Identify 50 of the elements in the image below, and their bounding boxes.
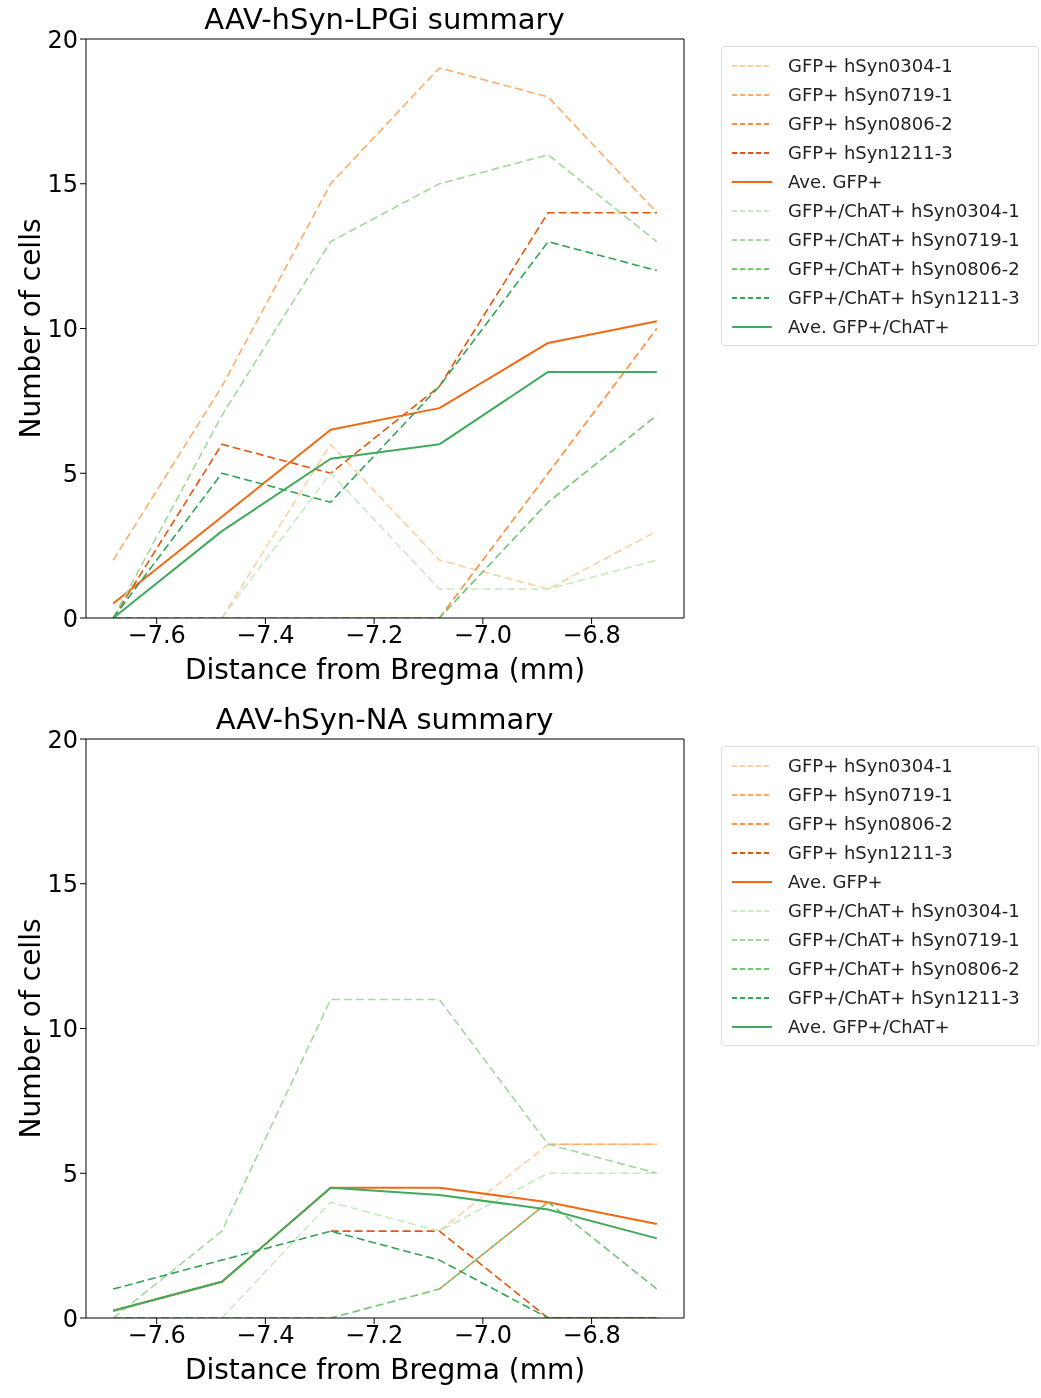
y-tick-label: 10 bbox=[47, 315, 78, 344]
legend-label: GFP+ hSyn0806-2 bbox=[788, 113, 953, 134]
legend-label: GFP+/ChAT+ hSyn0304-1 bbox=[788, 200, 1020, 221]
x-tick-label: −7.0 bbox=[453, 621, 512, 650]
y-tick-label: 5 bbox=[62, 459, 78, 488]
x-tick-label: −7.4 bbox=[236, 621, 295, 650]
legend-label: GFP+ hSyn1211-3 bbox=[788, 142, 953, 163]
legend-label: GFP+/ChAT+ hSyn0304-1 bbox=[788, 900, 1020, 921]
chart-title: AAV-hSyn-LPGi summary bbox=[203, 2, 566, 36]
x-axis-title: Distance from Bregma (mm) bbox=[184, 1353, 586, 1386]
x-tick-label: −6.8 bbox=[562, 1321, 621, 1350]
y-tick-label: 10 bbox=[47, 1015, 78, 1044]
legend-label: Ave. GFP+/ChAT+ bbox=[788, 316, 950, 337]
x-tick-label: −7.6 bbox=[127, 621, 186, 650]
legend-label: Ave. GFP+/ChAT+ bbox=[788, 1016, 950, 1037]
y-tick-label: 20 bbox=[47, 725, 78, 754]
legend-label: GFP+ hSyn0806-2 bbox=[788, 813, 953, 834]
legend-label: GFP+/ChAT+ hSyn1211-3 bbox=[788, 987, 1020, 1008]
y-tick-label: 20 bbox=[47, 25, 78, 54]
legend-label: GFP+ hSyn0719-1 bbox=[788, 84, 953, 105]
legend-label: GFP+/ChAT+ hSyn0719-1 bbox=[788, 229, 1020, 250]
legend-label: GFP+ hSyn0304-1 bbox=[788, 755, 953, 776]
legend-label: Ave. GFP+ bbox=[788, 871, 883, 892]
line-series bbox=[112, 370, 658, 618]
x-axis-title: Distance from Bregma (mm) bbox=[184, 653, 586, 686]
line-series bbox=[112, 320, 658, 605]
legend-label: GFP+/ChAT+ hSyn1211-3 bbox=[788, 287, 1020, 308]
y-tick-label: 15 bbox=[47, 170, 78, 199]
y-tick-label: 15 bbox=[47, 870, 78, 899]
x-tick-label: −7.2 bbox=[344, 621, 404, 650]
legend-label: Ave. GFP+ bbox=[788, 171, 883, 192]
y-tick-label: 0 bbox=[62, 604, 78, 633]
line-series bbox=[112, 67, 658, 561]
legend-label: GFP+ hSyn1211-3 bbox=[788, 842, 953, 863]
legend-label: GFP+/ChAT+ hSyn0719-1 bbox=[788, 929, 1020, 950]
x-tick-label: −6.8 bbox=[562, 621, 621, 650]
legend-label: GFP+/ChAT+ hSyn0806-2 bbox=[788, 958, 1020, 979]
x-tick-label: −7.6 bbox=[127, 1321, 186, 1350]
x-tick-label: −7.4 bbox=[236, 1321, 295, 1350]
chart-title: AAV-hSyn-NA summary bbox=[214, 702, 555, 736]
legend-label: GFP+ hSyn0719-1 bbox=[788, 784, 953, 805]
legend-label: GFP+ hSyn0304-1 bbox=[788, 55, 953, 76]
x-tick-label: −7.2 bbox=[344, 1321, 404, 1350]
y-tick-label: 5 bbox=[62, 1159, 78, 1188]
y-axis-title: Number of cells bbox=[13, 218, 47, 439]
legend-label: GFP+/ChAT+ hSyn0806-2 bbox=[788, 258, 1020, 279]
y-tick-label: 0 bbox=[62, 1304, 78, 1333]
line-series bbox=[112, 998, 658, 1318]
x-tick-label: −7.0 bbox=[453, 1321, 512, 1350]
y-axis-title: Number of cells bbox=[13, 918, 47, 1139]
